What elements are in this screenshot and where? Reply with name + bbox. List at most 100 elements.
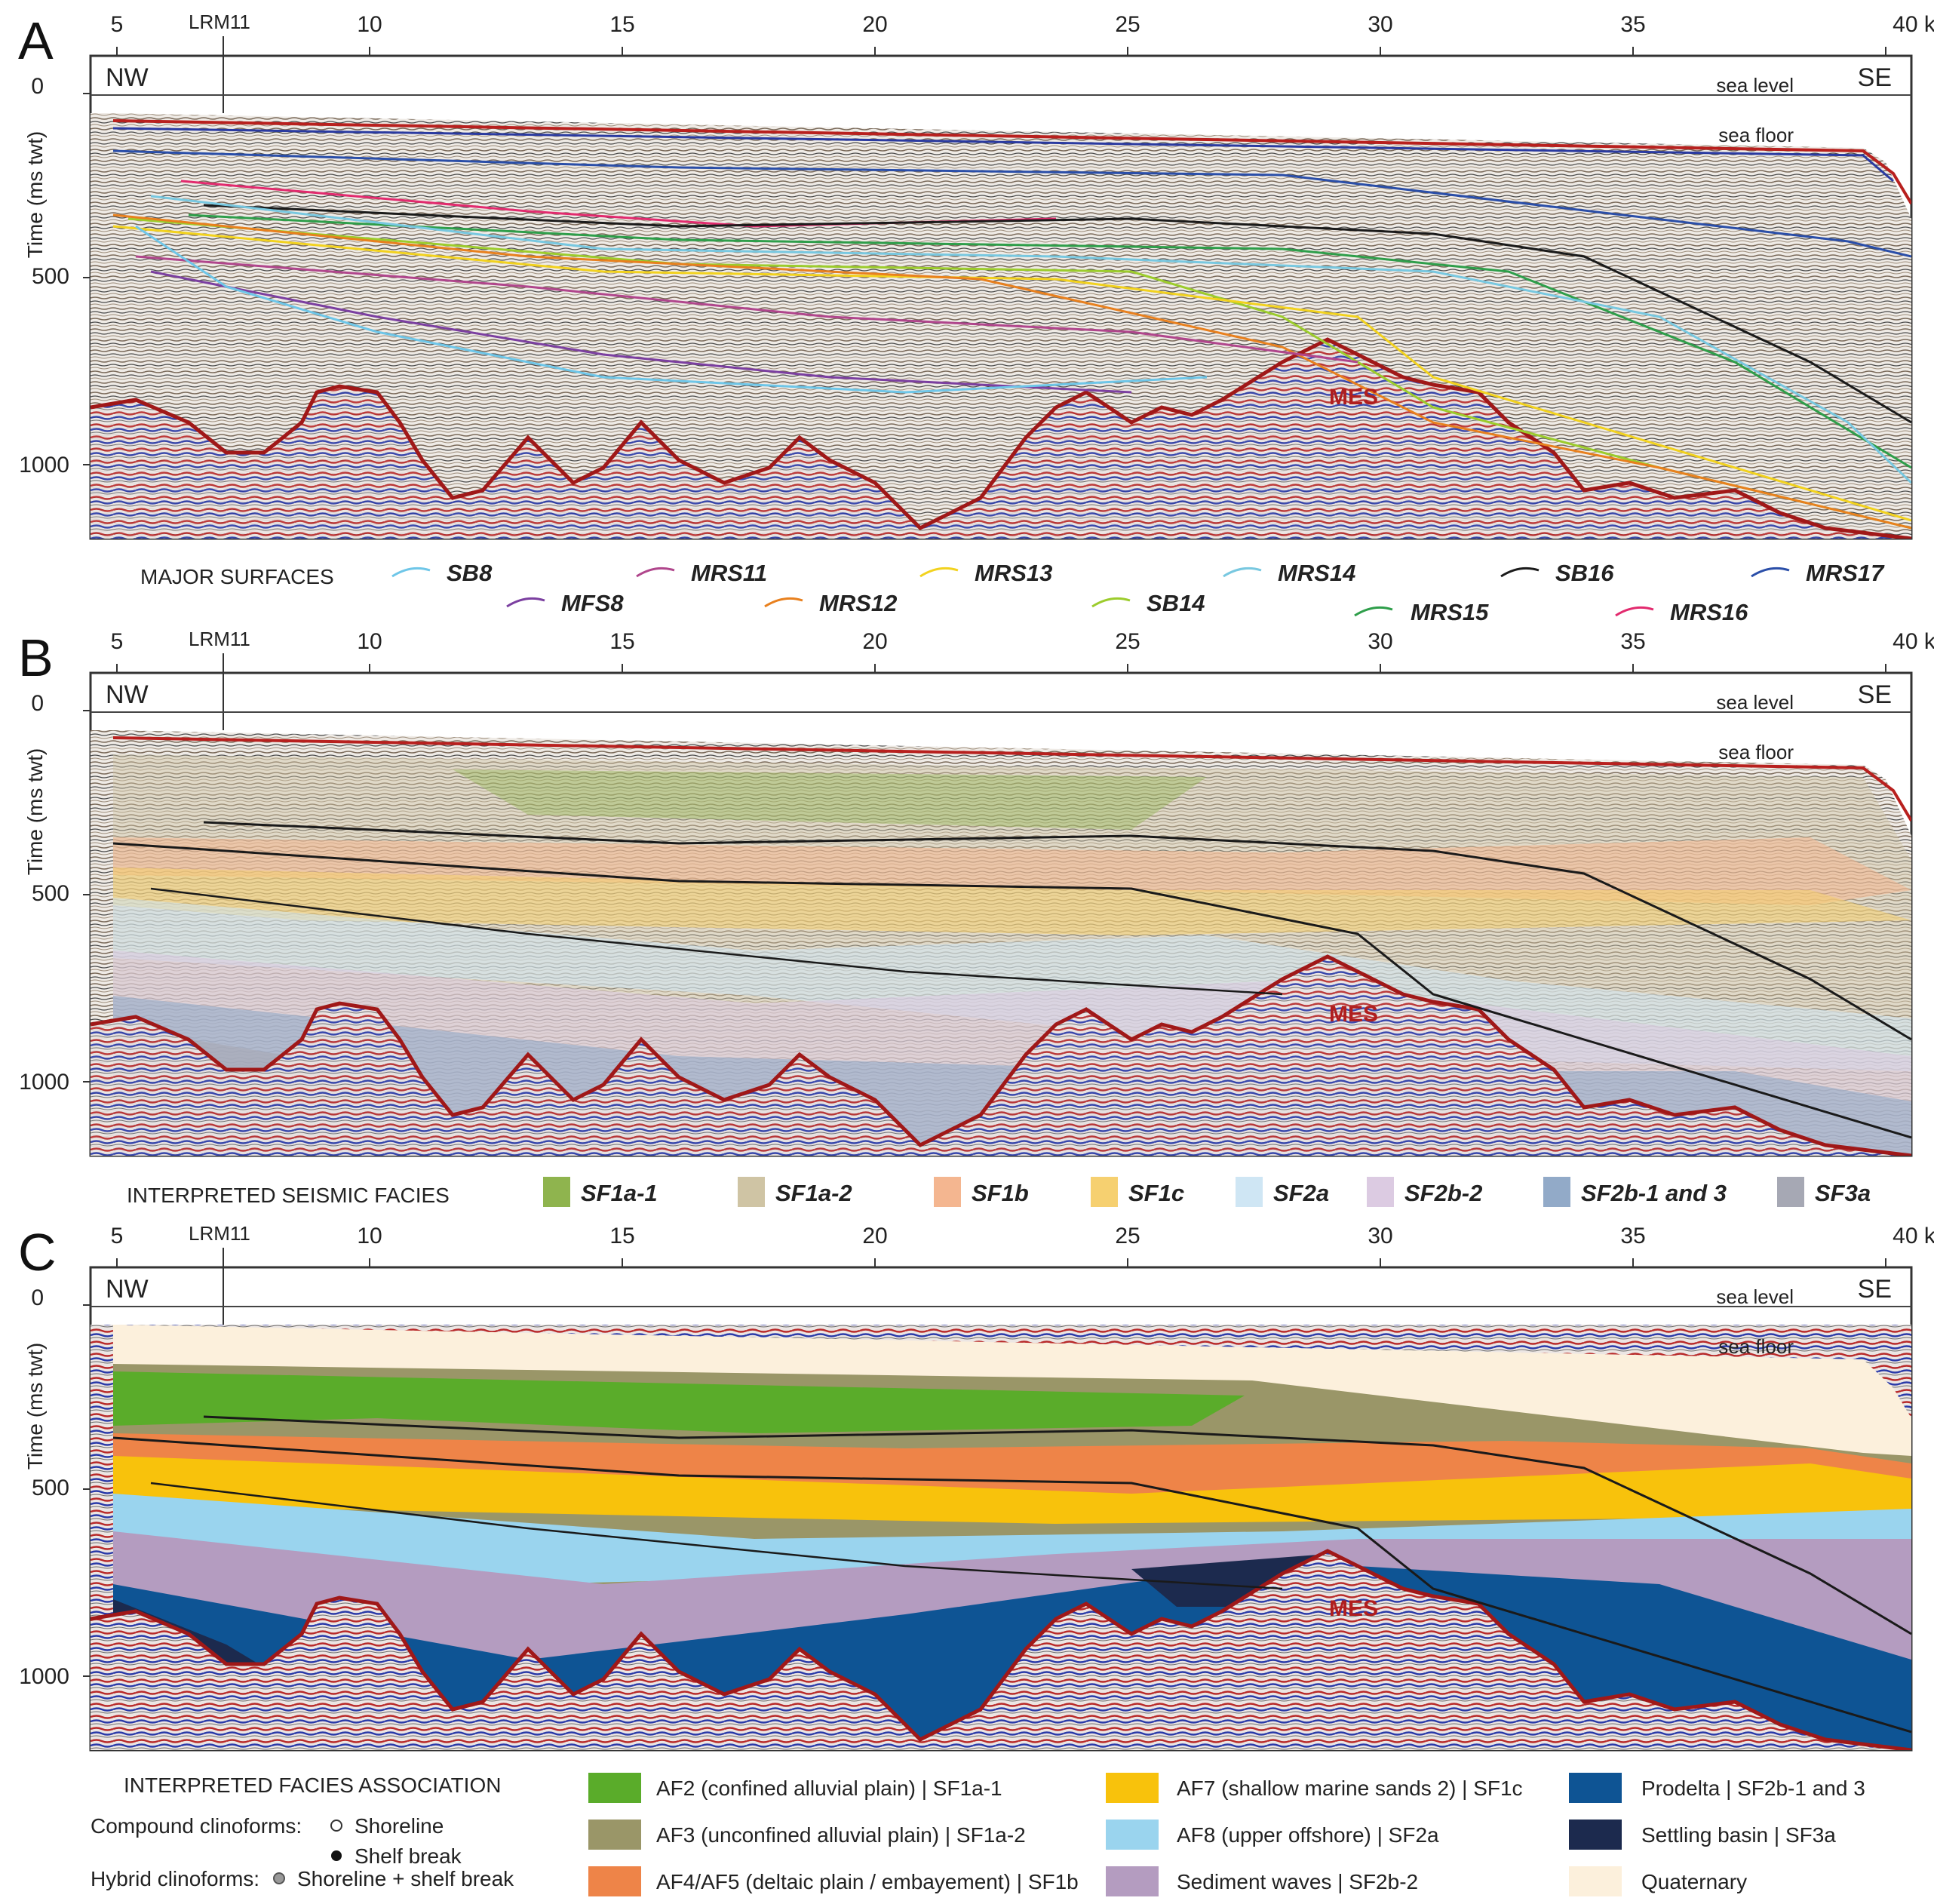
- km-tick: 35: [1620, 1224, 1645, 1248]
- km-tick: 35: [1620, 12, 1645, 37]
- km-tick: 40 km: [1893, 12, 1934, 37]
- sf1c-fill: [113, 868, 1911, 935]
- se-label: SE: [1858, 63, 1892, 92]
- panel-b: B 5 10 15 20 25 30 35 40 km LRM11 0 500 1000 Ti…: [18, 628, 1934, 1157]
- legend-label: Sediment waves | SF2b-2: [1177, 1870, 1418, 1893]
- km-tick: 15: [609, 629, 634, 654]
- legend-item-af4-af5: AF4/AF5 (deltaic plain / embayement) | S…: [588, 1866, 1079, 1896]
- legend-item-sf1a-2: SF1a-2: [738, 1177, 852, 1207]
- nw-label: NW: [106, 63, 149, 92]
- time-axis-label: Time (ms twt): [23, 131, 47, 259]
- af2-fill: [113, 1371, 1245, 1433]
- legend-label: MRS17: [1806, 560, 1885, 586]
- legend-label: AF7 (shallow marine sands 2) | SF1c: [1177, 1777, 1523, 1800]
- legend-item-mrs15: MRS15: [1354, 599, 1489, 625]
- sea-floor-label: sea floor: [1718, 1335, 1794, 1358]
- hybrid-clinoforms-label: Hybrid clinoforms:: [91, 1867, 259, 1890]
- km-tick: 30: [1368, 629, 1392, 654]
- km-tick: 10: [357, 12, 382, 37]
- surfaces-legend: MAJOR SURFACES SB8 MFS8 MRS11 MRS12 MRS1…: [140, 560, 1885, 625]
- mes-label: MES: [1329, 385, 1378, 410]
- legend-label: Quaternary: [1641, 1870, 1747, 1893]
- panel-letter: C: [18, 1223, 57, 1282]
- legend-item-af8: AF8 (upper offshore) | SF2a: [1106, 1820, 1439, 1850]
- facies-legend-title: INTERPRETED FACIES ASSOCIATION: [124, 1773, 501, 1797]
- legend-label: SF2b-1 and 3: [1581, 1180, 1727, 1206]
- shoreline-shelf-break-label: Shoreline + shelf break: [297, 1867, 514, 1890]
- legend-item-sb14: SB14: [1091, 590, 1205, 616]
- km-axis: 5 10 15 20 25 30 35 40 km: [111, 12, 1934, 56]
- legend-label: MRS12: [819, 590, 897, 616]
- legend-item-sf2b-2: SF2b-2: [1367, 1177, 1482, 1207]
- shelf-break-symbol: [331, 1850, 342, 1861]
- km-tick: 10: [357, 629, 382, 654]
- legend-label: SB16: [1555, 560, 1614, 586]
- legend-item-mrs12: MRS12: [764, 590, 897, 616]
- legend-label: SF2b-2: [1404, 1180, 1482, 1206]
- legend-item-quaternary: Quaternary: [1569, 1866, 1747, 1896]
- well-label: LRM11: [189, 628, 250, 650]
- km-tick: 20: [862, 1224, 887, 1248]
- legend-label: AF3 (unconfined alluvial plain) | SF1a-2: [656, 1823, 1026, 1847]
- sea-level-label: sea level: [1716, 691, 1794, 714]
- km-tick: 15: [609, 12, 634, 37]
- legend-label: AF8 (upper offshore) | SF2a: [1177, 1823, 1439, 1847]
- legend-item-sb8: SB8: [391, 560, 493, 586]
- km-tick: 25: [1115, 12, 1140, 37]
- mrs15-surface: [188, 213, 1911, 469]
- panel-letter: A: [18, 11, 54, 70]
- legend-label: Prodelta | SF2b-1 and 3: [1641, 1777, 1865, 1800]
- mes-label: MES: [1329, 1002, 1378, 1027]
- time-tick: 0: [31, 691, 44, 716]
- panel-c: C 5 10 15 20 25 30 35 40 km LRM11 0 500 1000 Ti…: [18, 1222, 1934, 1752]
- legend-item-sediment-waves: Sediment waves | SF2b-2: [1106, 1866, 1418, 1896]
- legend-label: SF2a: [1273, 1180, 1329, 1206]
- sea-floor-label: sea floor: [1718, 741, 1794, 763]
- time-tick: 1000: [19, 1070, 69, 1095]
- km-tick: 5: [111, 12, 124, 37]
- facies-association-legend: INTERPRETED FACIES ASSOCIATION Compound …: [91, 1773, 1865, 1896]
- nw-label: NW: [106, 680, 149, 709]
- sea-floor-label: sea floor: [1718, 124, 1794, 146]
- legend-item-sb16: SB16: [1500, 560, 1614, 586]
- legend-label: SF1a-1: [581, 1180, 658, 1206]
- legend-item-mfs8: MFS8: [506, 590, 624, 616]
- legend-item-sf1a-1: SF1a-1: [543, 1177, 658, 1207]
- sea-level-label: sea level: [1716, 1285, 1794, 1308]
- shoreline-symbol: [330, 1820, 342, 1832]
- legend-label: SF1b: [972, 1180, 1029, 1206]
- nw-label: NW: [106, 1275, 149, 1304]
- mrs11-surface: [135, 255, 1358, 364]
- surfaces-legend-title: MAJOR SURFACES: [140, 565, 334, 588]
- legend-item-sf2a: SF2a: [1236, 1177, 1329, 1207]
- km-tick: 30: [1368, 12, 1392, 37]
- time-axis-label: Time (ms twt): [23, 1343, 47, 1470]
- time-tick: 500: [32, 881, 69, 906]
- legend-item-af3: AF3 (unconfined alluvial plain) | SF1a-2: [588, 1820, 1026, 1850]
- km-axis: 5 10 15 20 25 30 35 40 km: [111, 1224, 1934, 1267]
- time-axis: 0 500 1000 Time (ms twt): [19, 691, 91, 1095]
- legend-label: MRS16: [1670, 599, 1748, 625]
- mrs17-surface: [112, 149, 1911, 258]
- km-axis: 5 10 15 20 25 30 35 40 km: [111, 629, 1934, 673]
- seismic-facies-legend: INTERPRETED SEISMIC FACIES SF1a-1 SF1a-2…: [127, 1177, 1871, 1207]
- panel-a: A 5 10 15 20 25 30 35 40 km LRM11 0 500 1000 Ti…: [18, 11, 1934, 540]
- well-label: LRM11: [189, 1222, 250, 1245]
- legend-label: MRS11: [691, 560, 767, 586]
- time-tick: 0: [31, 1285, 44, 1310]
- km-tick: 30: [1368, 1224, 1392, 1248]
- mes-label: MES: [1329, 1596, 1378, 1621]
- legend-label: SF3a: [1815, 1180, 1871, 1206]
- legend-item-settling-basin: Settling basin | SF3a: [1569, 1820, 1836, 1850]
- legend-item-af7: AF7 (shallow marine sands 2) | SF1c: [1106, 1773, 1523, 1803]
- legend-item-prodelta: Prodelta | SF2b-1 and 3: [1569, 1773, 1865, 1803]
- km-tick: 10: [357, 1224, 382, 1248]
- sea-level-label: sea level: [1716, 74, 1794, 97]
- legend-item-sf3a: SF3a: [1777, 1177, 1871, 1207]
- time-axis-label: Time (ms twt): [23, 748, 47, 876]
- legend-label: MRS13: [975, 560, 1052, 586]
- legend-item-sf1b: SF1b: [934, 1177, 1029, 1207]
- legend-label: SB14: [1147, 590, 1205, 616]
- shoreline-shelf-break-symbol: [273, 1872, 285, 1884]
